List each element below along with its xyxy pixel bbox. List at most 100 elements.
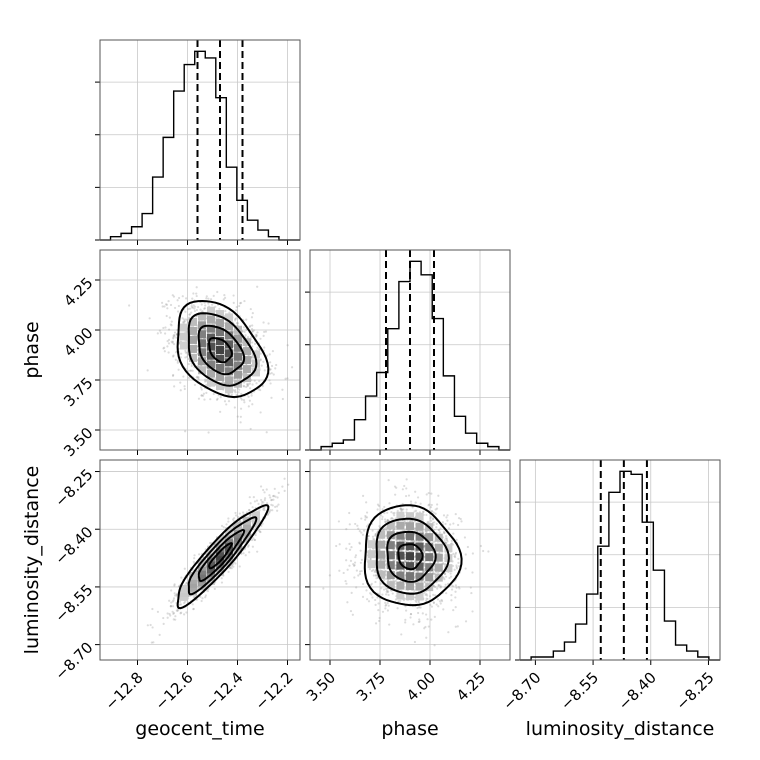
density-cell [444, 564, 453, 573]
scatter-point [262, 488, 265, 492]
scatter-point [164, 332, 167, 335]
scatter-point [193, 307, 196, 310]
scatter-point [242, 552, 245, 555]
scatter-point [414, 509, 418, 512]
scatter-point [432, 518, 435, 521]
scatter-point [171, 355, 175, 358]
scatter-point [469, 586, 472, 589]
scatter-point [387, 479, 390, 482]
scatter-point [345, 582, 348, 585]
density-cell [189, 353, 197, 362]
scatter-point [429, 517, 432, 520]
scatter-point [187, 376, 191, 379]
scatter-point [195, 286, 198, 289]
scatter-point [358, 541, 361, 544]
scatter-point [414, 560, 417, 564]
histogram-phase [310, 260, 510, 451]
scatter-point [426, 580, 429, 583]
scatter-point [445, 541, 448, 545]
scatter-point [172, 597, 176, 600]
density-cell [252, 368, 260, 377]
density-cell [216, 372, 224, 381]
scatter-point [392, 528, 395, 532]
scatter-point [163, 350, 166, 353]
scatter-point [204, 304, 207, 307]
scatter-point [435, 522, 438, 525]
scatter-point [255, 499, 259, 502]
scatter-point [255, 334, 258, 338]
scatter-point [248, 508, 251, 512]
scatter-point [392, 512, 395, 515]
density-cell [189, 317, 197, 326]
scatter-point [179, 356, 183, 359]
density-cell [396, 551, 405, 560]
scatter-point [457, 517, 461, 520]
scatter-point [359, 570, 362, 573]
scatter-point [408, 570, 411, 573]
scatter-point [452, 552, 455, 555]
scatter-point [409, 500, 413, 503]
density-cell [406, 582, 414, 591]
scatter-point [243, 401, 246, 404]
density-cell [216, 337, 224, 346]
scatter-point [413, 527, 416, 530]
scatter-point [385, 603, 388, 606]
scatter-point [176, 299, 179, 302]
scatter-point [172, 336, 175, 339]
scatter-point [426, 594, 429, 597]
scatter-point [182, 318, 186, 321]
density-cell [386, 561, 395, 570]
scatter-point [268, 372, 271, 375]
scatter-point [166, 616, 169, 619]
scatter-point [437, 584, 440, 587]
scatter-point [128, 304, 131, 307]
density-cell [396, 511, 405, 520]
scatter-point [206, 590, 210, 593]
scatter-point [257, 502, 260, 505]
scatter-point [171, 294, 174, 297]
density-cell [225, 376, 233, 385]
density-cell [207, 324, 215, 333]
scatter-point [179, 389, 182, 392]
scatter-point [184, 351, 187, 354]
scatter-point [423, 564, 426, 567]
scatter-point [437, 494, 440, 497]
scatter-point [259, 485, 263, 488]
scatter-point [372, 574, 375, 577]
scatter-point [177, 296, 181, 300]
scatter-point [383, 558, 386, 561]
scatter-point [259, 530, 262, 534]
scatter-point [250, 327, 254, 331]
scatter-point [246, 384, 249, 387]
density-cell [225, 313, 233, 322]
scatter-point [168, 599, 171, 602]
scatter-point [377, 504, 381, 508]
scatter-point [218, 307, 221, 310]
scatter-point [268, 511, 271, 514]
scatter-point [274, 367, 277, 370]
scatter-point [173, 592, 176, 595]
scatter-point [251, 330, 254, 333]
density-cell [444, 544, 453, 553]
panel-frame [99, 39, 301, 241]
x-tick-label: 3.75 [353, 668, 389, 704]
scatter-point [227, 570, 230, 573]
scatter-point [384, 520, 387, 523]
scatter-point [455, 564, 458, 567]
scatter-point [353, 561, 357, 564]
scatter-point [248, 382, 252, 385]
scatter-point [362, 529, 366, 532]
scatter-point [281, 397, 284, 401]
scatter-point [402, 599, 405, 602]
density-cell [252, 350, 260, 359]
scatter-point [423, 534, 426, 537]
scatter-point [432, 511, 435, 514]
scatter-point [212, 392, 215, 396]
scatter-point [290, 366, 294, 369]
scatter-point [250, 392, 253, 395]
scatter-point [361, 494, 365, 497]
density-cell [198, 348, 206, 357]
scatter-point [404, 555, 407, 558]
scatter-point [195, 308, 199, 312]
scatter-point [263, 506, 266, 509]
